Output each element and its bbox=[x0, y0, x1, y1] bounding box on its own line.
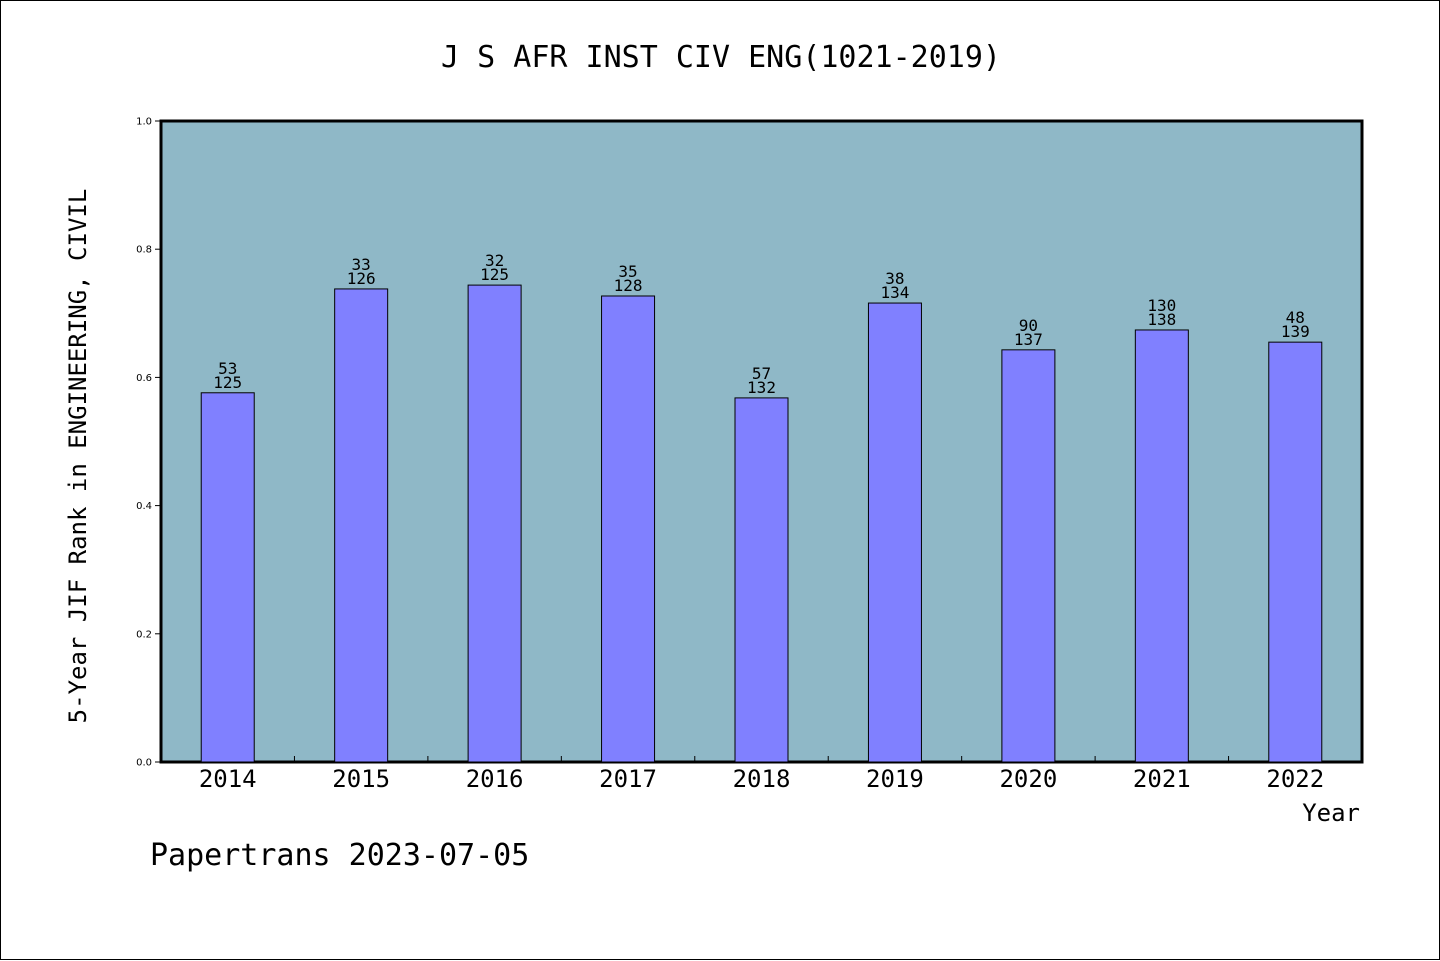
y-tick-label: 0.2 bbox=[136, 629, 152, 640]
x-tick-label: 2019 bbox=[866, 765, 924, 793]
bar-rank-label: 57 bbox=[752, 364, 771, 383]
bar-2014 bbox=[200, 392, 255, 763]
bar-rank-label: 90 bbox=[1019, 316, 1038, 335]
bar-rank-label: 38 bbox=[885, 269, 904, 288]
bar-rank-label: 33 bbox=[352, 255, 371, 274]
bar-total-label: 125 bbox=[213, 373, 242, 392]
footer-text: Papertrans 2023-07-05 bbox=[150, 838, 529, 873]
bar-2019 bbox=[867, 302, 922, 763]
x-tick-label: 2016 bbox=[466, 765, 524, 793]
bar-2022 bbox=[1268, 341, 1323, 763]
x-tick-label: 2021 bbox=[1133, 765, 1191, 793]
bar-total-label: 134 bbox=[880, 283, 909, 302]
bar-total-label: 125 bbox=[480, 265, 509, 284]
bar-rank-label: 53 bbox=[218, 359, 237, 378]
x-tick-label: 2015 bbox=[332, 765, 390, 793]
x-tick-label: 2017 bbox=[599, 765, 657, 793]
bar-total-label: 128 bbox=[614, 276, 643, 295]
y-tick-label: 0.4 bbox=[136, 501, 152, 512]
y-tick-label: 1.0 bbox=[136, 117, 152, 128]
bar-2015 bbox=[334, 288, 389, 763]
bar-total-label: 132 bbox=[747, 378, 776, 397]
y-tick-label: 0.8 bbox=[136, 245, 152, 256]
y-tick-label: 0.6 bbox=[136, 373, 152, 384]
y-axis-label: 5-Year JIF Rank in ENGINEERING, CIVIL bbox=[64, 189, 92, 724]
bar-total-label: 126 bbox=[347, 269, 376, 288]
bar-total-label: 137 bbox=[1014, 330, 1043, 349]
bar-total-label: 139 bbox=[1281, 322, 1310, 341]
bar-total-label: 138 bbox=[1147, 310, 1176, 329]
x-tick-label: 2014 bbox=[199, 765, 257, 793]
x-axis-label: Year bbox=[1302, 799, 1360, 827]
x-tick-label: 2022 bbox=[1266, 765, 1324, 793]
x-tick-label: 2020 bbox=[999, 765, 1057, 793]
bar-rank-label: 35 bbox=[618, 262, 637, 281]
bar-2017 bbox=[601, 295, 656, 763]
bar-rank-label: 130 bbox=[1147, 296, 1176, 315]
bar-2016 bbox=[467, 284, 522, 763]
x-tick-label: 2018 bbox=[733, 765, 791, 793]
chart-title: J S AFR INST CIV ENG(1021-2019) bbox=[441, 40, 1001, 75]
bar-2021 bbox=[1134, 329, 1189, 763]
bar-rank-label: 32 bbox=[485, 251, 504, 270]
bar-2018 bbox=[734, 397, 789, 763]
y-tick-label: 0.0 bbox=[136, 758, 152, 769]
bar-2020 bbox=[1001, 349, 1056, 763]
bar-rank-label: 48 bbox=[1286, 308, 1305, 327]
